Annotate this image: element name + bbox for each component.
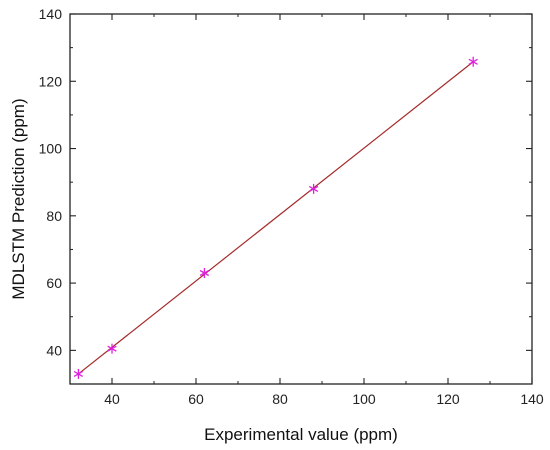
data-point	[468, 56, 478, 67]
data-point	[73, 368, 84, 379]
plot-frame	[69, 13, 533, 385]
x-tick-label: 40	[104, 391, 120, 407]
axes	[69, 13, 533, 385]
data-point	[107, 343, 117, 354]
fit-line-layer	[78, 61, 474, 375]
y-tick-label: 140	[39, 6, 63, 22]
asterisk-stroke	[107, 345, 117, 352]
y-tick-label: 120	[39, 73, 63, 89]
fit-line	[78, 61, 474, 375]
y-tick-label: 100	[39, 141, 63, 157]
x-tick-label: 60	[188, 391, 204, 407]
asterisk-stroke	[308, 185, 319, 192]
data-points	[73, 56, 478, 379]
x-axis-title: Experimental value (ppm)	[204, 425, 398, 444]
y-tick-label: 40	[46, 342, 62, 358]
asterisk-stroke	[199, 269, 210, 277]
y-tick-label: 80	[46, 208, 62, 224]
x-tick-label: 80	[272, 391, 288, 407]
data-point	[199, 268, 210, 278]
x-tick-label: 120	[436, 391, 460, 407]
ticks: 40 60 80 100 120 140 40 60 80 100 120 140	[39, 6, 544, 407]
x-tick-label: 100	[352, 391, 376, 407]
x-tick-label: 140	[520, 391, 544, 407]
y-axis-title: MDLSTM Prediction (ppm)	[9, 98, 28, 299]
asterisk-stroke	[468, 58, 478, 65]
data-point	[308, 183, 319, 194]
asterisk-stroke	[73, 370, 84, 377]
y-tick-label: 60	[46, 275, 62, 291]
